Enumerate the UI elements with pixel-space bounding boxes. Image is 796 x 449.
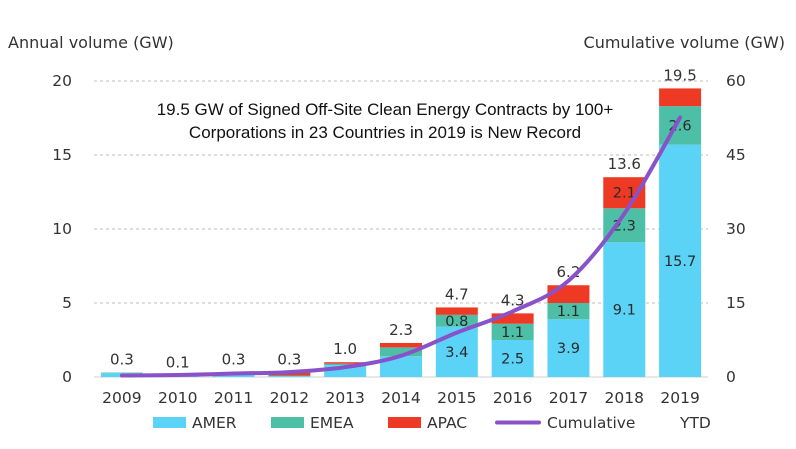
total-label: 4.3: [501, 291, 525, 309]
x-tick-label: 2014: [381, 389, 420, 407]
y-tick-left: 20: [52, 72, 72, 90]
bar-emea: [268, 375, 311, 377]
bar-apac: [491, 313, 534, 324]
total-label: 19.5: [663, 66, 696, 84]
segment-label: 1.1: [557, 304, 580, 320]
data-labels: 0.3 0.1 0.3 0.31.02.34.7 4.36.213.619.53.40.…: [110, 66, 697, 371]
segment-label: 2.5: [501, 352, 524, 368]
x-tick-label: 2019: [660, 389, 699, 407]
y-axis-left-label: Annual volume (GW): [8, 33, 174, 52]
total-label: 2.3: [389, 321, 413, 339]
bar-amer: [324, 365, 367, 377]
bar-emea: [491, 323, 534, 340]
cumulative-line-group: [119, 115, 683, 378]
total-label: 4.7: [445, 285, 469, 303]
segment-label: 1.1: [501, 325, 524, 341]
x-tick-label: 2018: [605, 389, 644, 407]
y-axis-right-label: Cumulative volume (GW): [584, 33, 785, 52]
segment-label: 9.1: [613, 303, 636, 319]
y-tick-left: 5: [62, 294, 72, 312]
bar-apac: [659, 88, 702, 107]
bar-amer: [491, 340, 534, 377]
total-label: 0.1: [166, 354, 190, 372]
x-tick-label: 2013: [325, 389, 364, 407]
segment-label: 2.1: [613, 186, 636, 202]
segment-label: 0.8: [445, 314, 468, 330]
y-tick-left: 15: [52, 146, 72, 164]
chart-title-line-1: 19.5 GW of Signed Off-Site Clean Energy …: [157, 100, 614, 119]
legend: AMER EMEA APAC Cumulative YTD: [153, 414, 711, 432]
total-label: 1.0: [333, 340, 357, 358]
bar-amer: [268, 376, 311, 377]
x-tick-label: 2011: [214, 389, 253, 407]
legend-label-ytd: YTD: [679, 414, 711, 432]
total-label: 0.3: [277, 351, 301, 369]
segment-label: 15.7: [664, 254, 696, 270]
bar-emea: [380, 347, 422, 357]
bar-emea: [324, 363, 367, 366]
y-tick-right: 45: [726, 146, 746, 164]
y-tick-left: 0: [62, 368, 72, 386]
bar-amer: [547, 319, 590, 377]
x-tick-label: 2017: [549, 389, 588, 407]
legend-swatch-apac: [388, 417, 421, 428]
legend-label-emea: EMEA: [310, 414, 354, 432]
legend-label-apac: APAC: [427, 414, 467, 432]
bar-emea: [659, 106, 702, 145]
bar-emea: [435, 314, 478, 327]
y-tick-left: 10: [52, 220, 72, 238]
x-tick-label: 2010: [158, 389, 197, 407]
x-tick-label: 2015: [437, 389, 476, 407]
segment-label: 3.4: [445, 345, 468, 361]
bars: [100, 88, 702, 377]
cumulative-line: [119, 115, 683, 378]
legend-label-cumulative: Cumulative: [547, 414, 635, 432]
legend-swatch-emea: [271, 417, 304, 428]
y-tick-right: 30: [726, 220, 746, 238]
x-tick-label: 2012: [270, 389, 309, 407]
total-label: 0.3: [222, 351, 246, 369]
bar-amer: [435, 326, 478, 377]
legend-swatch-amer: [153, 417, 186, 428]
legend-label-amer: AMER: [192, 414, 237, 432]
titles: Annual volume (GW) Cumulative volume (GW…: [8, 33, 785, 142]
bar-amer: [380, 356, 422, 377]
bar-amer: [603, 242, 646, 377]
chart-title-line-2: Corporations in 23 Countries in 2019 is …: [189, 123, 581, 142]
bar-apac: [547, 285, 590, 303]
x-tick-label: 2009: [102, 389, 141, 407]
y-tick-right: 0: [726, 368, 736, 386]
bar-emea: [100, 372, 143, 374]
y-tick-right: 15: [726, 294, 746, 312]
total-label: 13.6: [608, 155, 641, 173]
bar-emea: [547, 303, 590, 320]
bar-apac: [380, 342, 422, 348]
segment-label: 3.9: [557, 341, 580, 357]
y-tick-right: 60: [726, 72, 746, 90]
total-label: 0.3: [110, 351, 134, 369]
bar-apac: [324, 362, 367, 364]
x-tick-label: 2016: [493, 389, 532, 407]
bar-amer: [659, 144, 702, 377]
bar-apac: [435, 307, 478, 315]
